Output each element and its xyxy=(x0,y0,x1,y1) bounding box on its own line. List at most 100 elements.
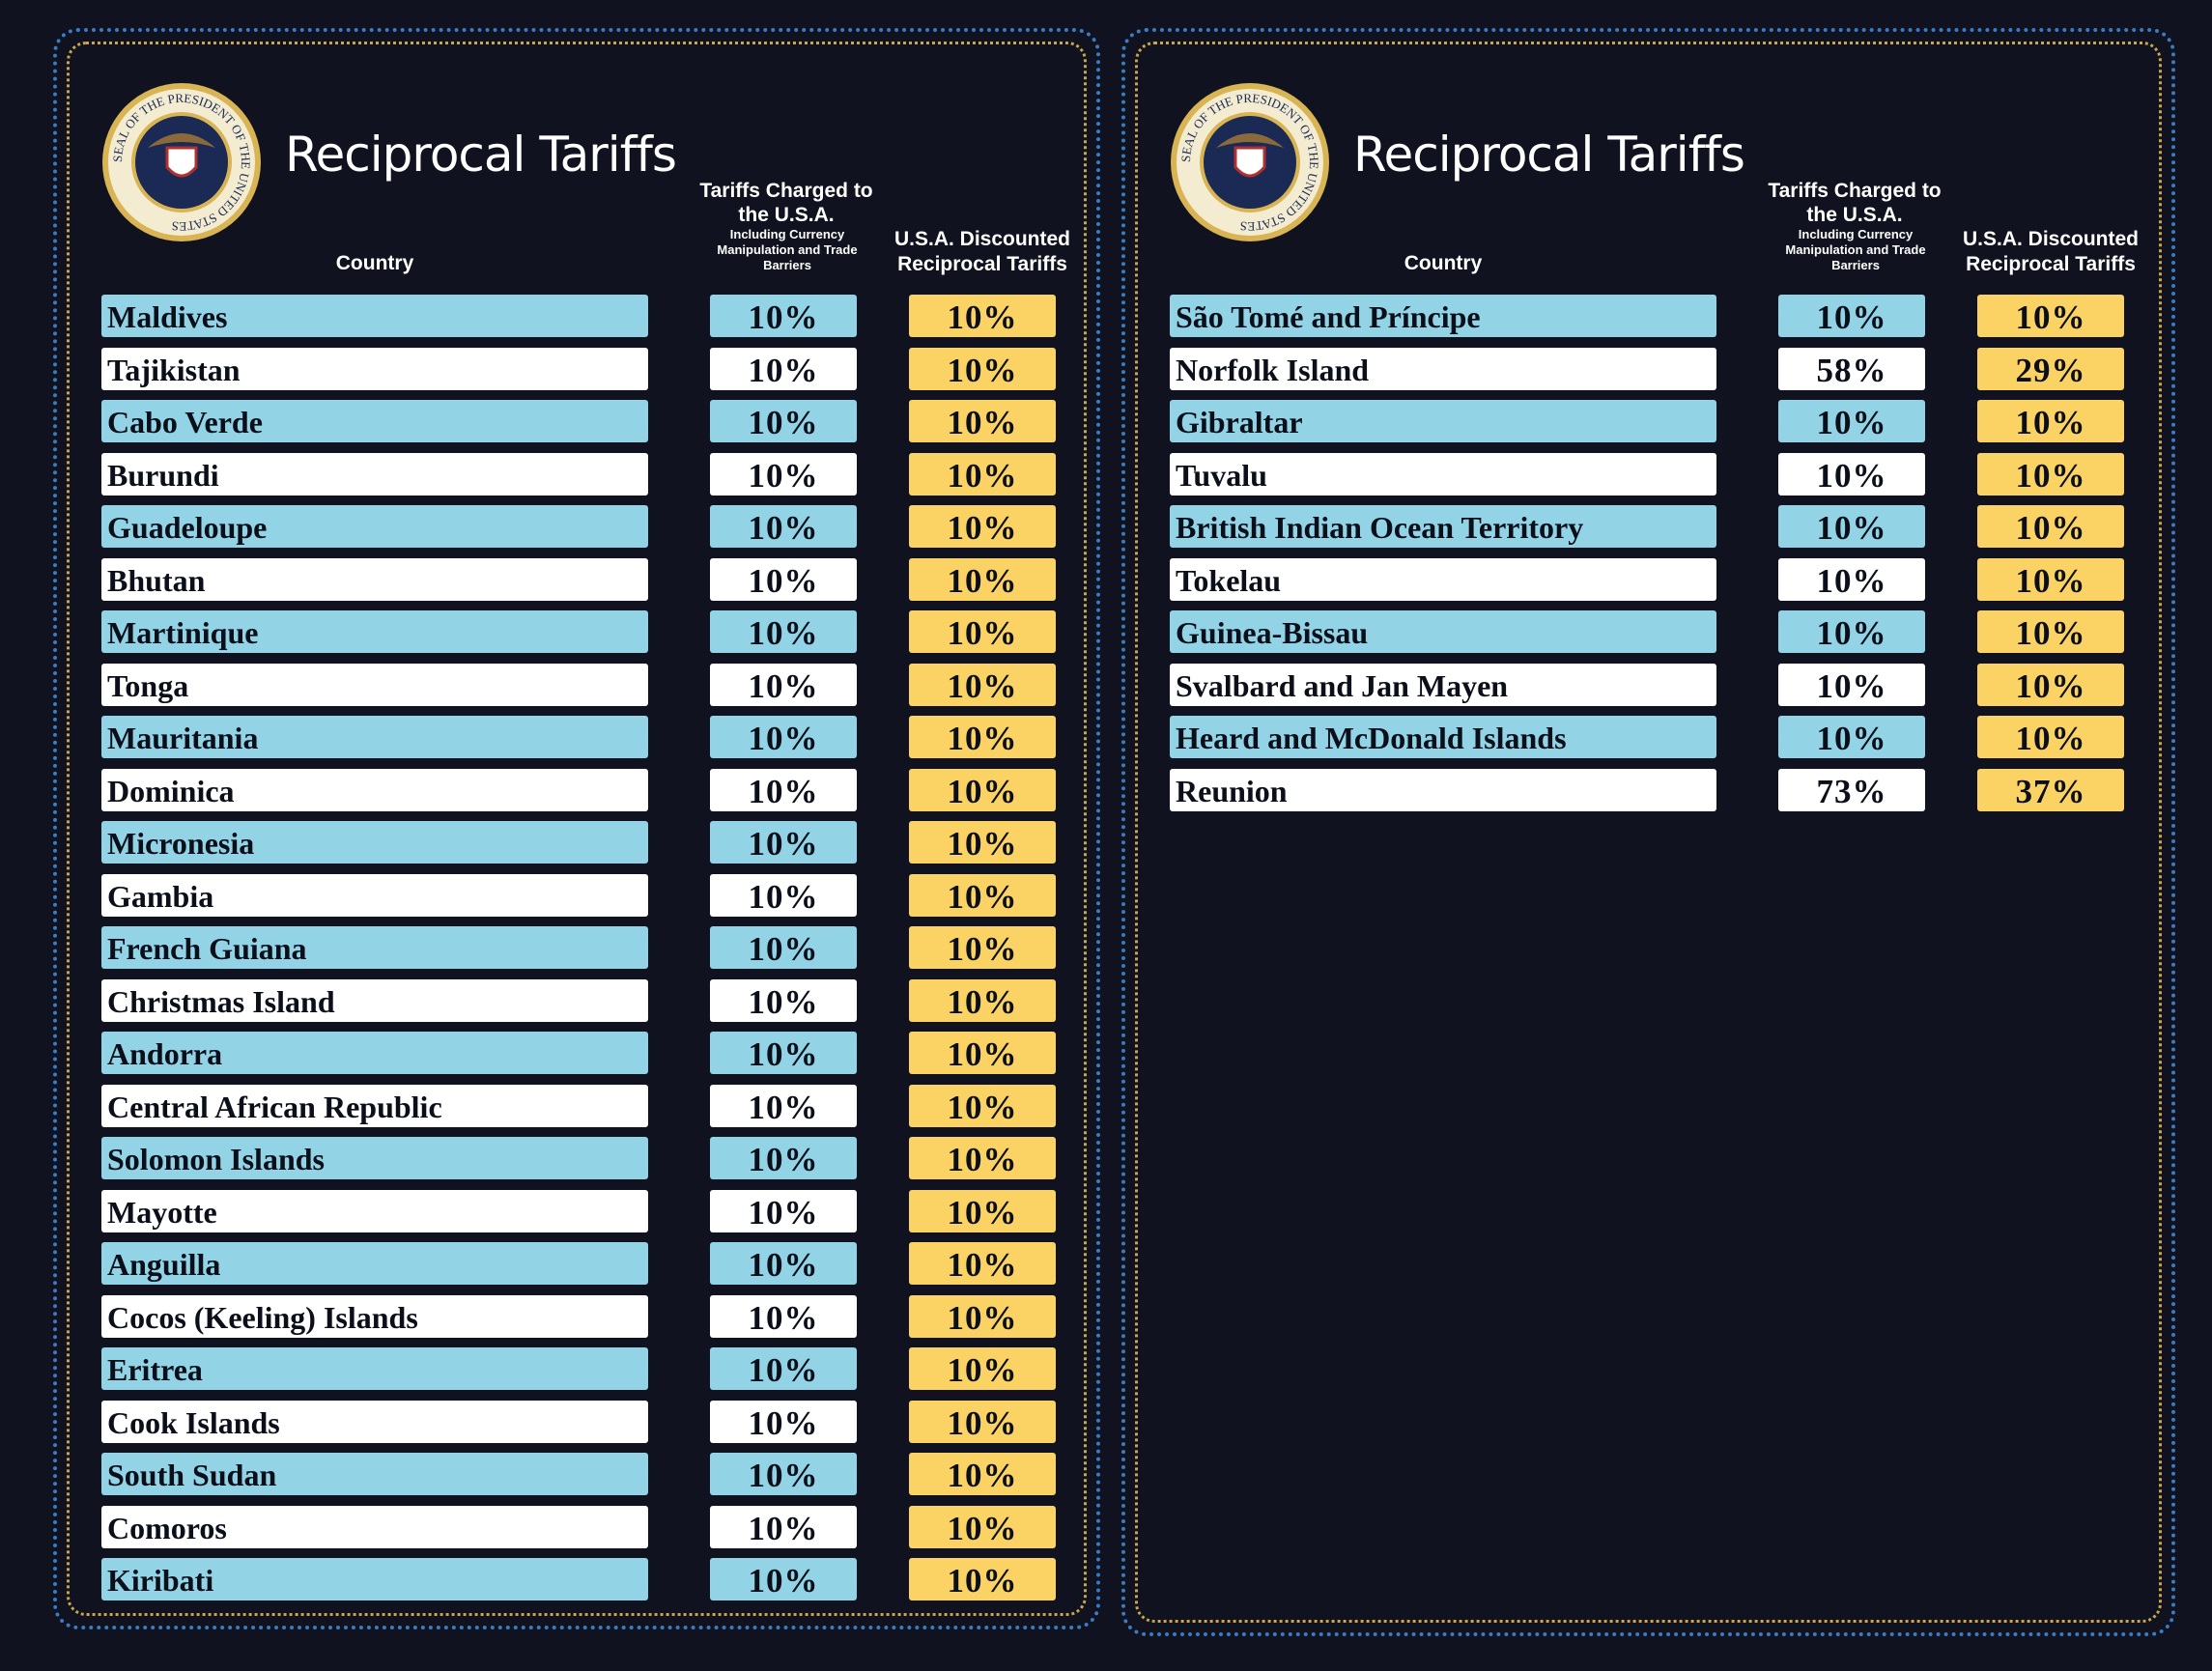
discounted-cell: 10% xyxy=(1977,716,2124,758)
charged-cell: 10% xyxy=(1778,716,1925,758)
country-cell: Anguilla xyxy=(101,1242,648,1285)
header-charged: Tariffs Charged to the U.S.A. xyxy=(699,180,873,226)
charged-cell: 58% xyxy=(1778,347,1925,390)
header-discounted: U.S.A. Discounted Reciprocal Tariffs xyxy=(1962,228,2140,275)
header-charged: Tariffs Charged to the U.S.A. xyxy=(1768,180,1942,226)
panel-inner-border xyxy=(1135,42,2162,1623)
discounted-cell: 10% xyxy=(909,1558,1056,1600)
country-cell: Svalbard and Jan Mayen xyxy=(1170,663,1716,706)
discounted-cell: 10% xyxy=(909,1242,1056,1285)
header-country: Country xyxy=(335,252,414,274)
discounted-cell: 10% xyxy=(1977,295,2124,337)
charged-cell: 10% xyxy=(1778,610,1925,653)
country-cell: Solomon Islands xyxy=(101,1137,648,1179)
charged-cell: 10% xyxy=(710,1294,857,1338)
seal: SEAL OF THE PRESIDENT OF THE UNITED STAT… xyxy=(102,83,261,241)
country-cell: Norfolk Island xyxy=(1170,347,1716,390)
header-discounted: U.S.A. Discounted Reciprocal Tariffs xyxy=(893,228,1071,275)
charged-cell: 10% xyxy=(710,873,857,917)
country-cell: Comoros xyxy=(101,1505,648,1548)
header-charged-note: Including Currency Manipulation and Trad… xyxy=(717,227,858,272)
charged-cell: 10% xyxy=(710,821,857,864)
country-cell: Andorra xyxy=(101,1032,648,1074)
panel-inner-border xyxy=(67,42,1087,1616)
discounted-cell: 10% xyxy=(909,1137,1056,1179)
country-cell: Martinique xyxy=(101,610,648,653)
country-cell: São Tomé and Príncipe xyxy=(1170,295,1716,337)
panel: SEAL OF THE PRESIDENT OF THE UNITED STAT… xyxy=(1121,28,2175,1636)
header-country: Country xyxy=(1404,252,1483,274)
country-cell: Burundi xyxy=(101,452,648,496)
charged-cell: 10% xyxy=(710,295,857,337)
charged-cell: 10% xyxy=(710,1084,857,1127)
country-cell: Kiribati xyxy=(101,1558,648,1600)
country-cell: Heard and McDonald Islands xyxy=(1170,716,1716,758)
discounted-cell: 10% xyxy=(909,1400,1056,1443)
country-cell: Micronesia xyxy=(101,821,648,864)
country-cell: Reunion xyxy=(1170,768,1716,811)
charged-cell: 10% xyxy=(710,926,857,969)
discounted-cell: 10% xyxy=(909,1347,1056,1390)
discounted-cell: 10% xyxy=(1977,663,2124,706)
charged-cell: 10% xyxy=(710,505,857,548)
charged-cell: 10% xyxy=(710,1242,857,1285)
discounted-cell: 10% xyxy=(909,557,1056,601)
title: Reciprocal Tariffs xyxy=(285,127,677,183)
discounted-cell: 10% xyxy=(909,716,1056,758)
discounted-cell: 10% xyxy=(1977,400,2124,442)
charged-cell: 10% xyxy=(710,610,857,653)
country-cell: Maldives xyxy=(101,295,648,337)
country-cell: Mayotte xyxy=(101,1189,648,1232)
discounted-cell: 10% xyxy=(909,295,1056,337)
charged-cell: 10% xyxy=(710,716,857,758)
title: Reciprocal Tariffs xyxy=(1353,127,1745,183)
discounted-cell: 37% xyxy=(1977,768,2124,811)
country-cell: French Guiana xyxy=(101,926,648,969)
country-cell: Mauritania xyxy=(101,716,648,758)
charged-cell: 10% xyxy=(710,347,857,390)
charged-cell: 10% xyxy=(710,452,857,496)
discounted-cell: 10% xyxy=(909,821,1056,864)
charged-cell: 10% xyxy=(1778,505,1925,548)
discounted-cell: 10% xyxy=(909,1084,1056,1127)
country-cell: Guinea-Bissau xyxy=(1170,610,1716,653)
discounted-cell: 10% xyxy=(909,400,1056,442)
discounted-cell: 10% xyxy=(909,1505,1056,1548)
charged-cell: 10% xyxy=(1778,557,1925,601)
discounted-cell: 10% xyxy=(1977,557,2124,601)
charged-cell: 10% xyxy=(710,1558,857,1600)
discounted-cell: 10% xyxy=(909,505,1056,548)
charged-cell: 10% xyxy=(1778,663,1925,706)
country-cell: Tonga xyxy=(101,663,648,706)
country-cell: Gambia xyxy=(101,873,648,917)
country-cell: Cook Islands xyxy=(101,1400,648,1443)
charged-cell: 10% xyxy=(710,1400,857,1443)
discounted-cell: 10% xyxy=(909,347,1056,390)
panel: SEAL OF THE PRESIDENT OF THE UNITED STAT… xyxy=(53,28,1100,1629)
country-cell: Tuvalu xyxy=(1170,452,1716,496)
discounted-cell: 10% xyxy=(909,610,1056,653)
discounted-cell: 10% xyxy=(909,978,1056,1022)
country-cell: Guadeloupe xyxy=(101,505,648,548)
charged-cell: 10% xyxy=(710,1189,857,1232)
discounted-cell: 10% xyxy=(909,873,1056,917)
country-cell: Central African Republic xyxy=(101,1084,648,1127)
country-cell: Gibraltar xyxy=(1170,400,1716,442)
discounted-cell: 10% xyxy=(909,1294,1056,1338)
charged-cell: 10% xyxy=(710,978,857,1022)
discounted-cell: 10% xyxy=(1977,610,2124,653)
charged-cell: 10% xyxy=(710,1137,857,1179)
discounted-cell: 10% xyxy=(909,1453,1056,1495)
charged-cell: 73% xyxy=(1778,768,1925,811)
country-cell: Tajikistan xyxy=(101,347,648,390)
discounted-cell: 29% xyxy=(1977,347,2124,390)
header-charged-note: Including Currency Manipulation and Trad… xyxy=(1785,227,1926,272)
country-cell: British Indian Ocean Territory xyxy=(1170,505,1716,548)
country-cell: Christmas Island xyxy=(101,978,648,1022)
discounted-cell: 10% xyxy=(909,1032,1056,1074)
discounted-cell: 10% xyxy=(909,1189,1056,1232)
charged-cell: 10% xyxy=(1778,400,1925,442)
country-cell: Dominica xyxy=(101,768,648,811)
charged-cell: 10% xyxy=(710,768,857,811)
